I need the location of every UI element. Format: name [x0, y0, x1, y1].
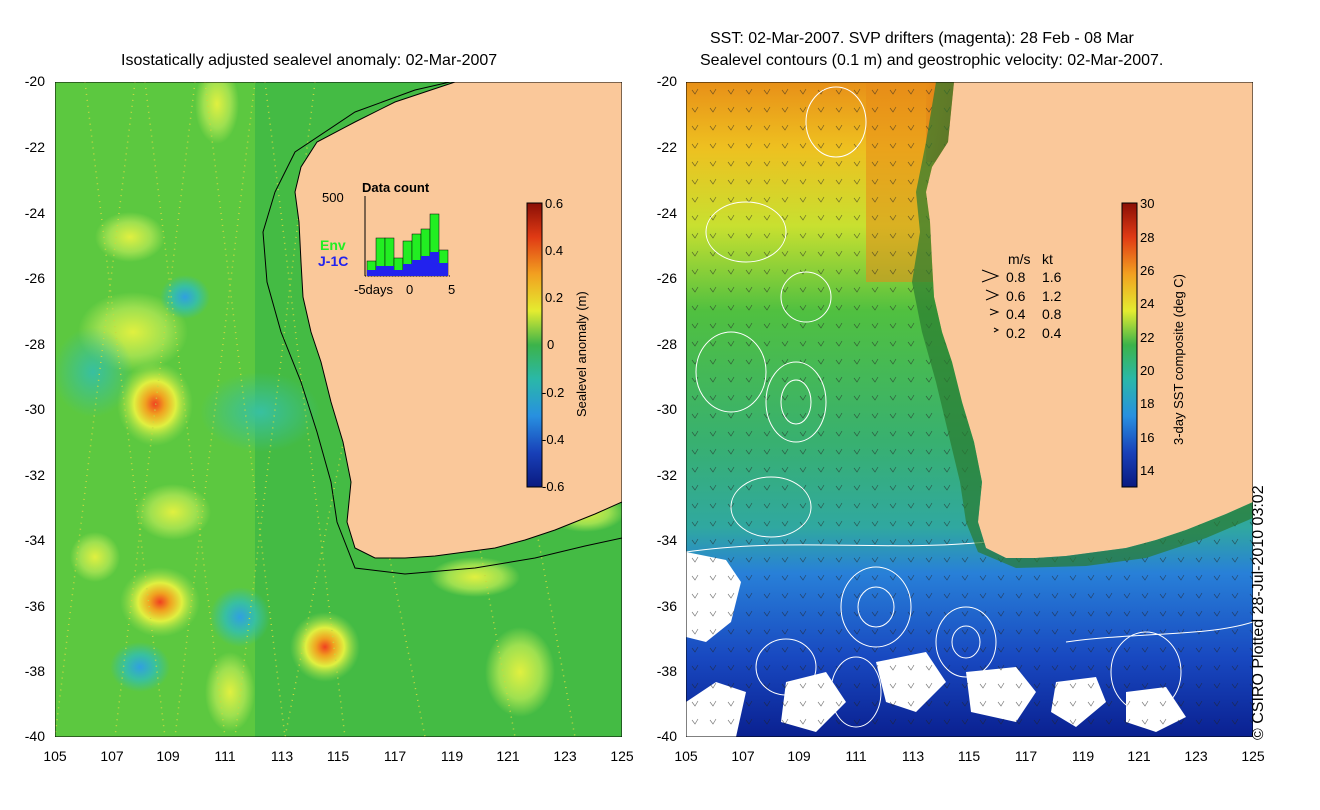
j1c-bar — [376, 266, 385, 276]
legend-kt: 0.8 — [1042, 306, 1062, 322]
lat-tick: -32 — [656, 467, 677, 483]
lon-tick: 109 — [156, 748, 180, 764]
j1c-bar — [421, 256, 430, 276]
j1c-bar — [367, 270, 376, 276]
lat-tick: -38 — [24, 663, 45, 679]
lon-tick: 121 — [496, 748, 520, 764]
sealevel-colorbar: 0.6 0.4 0.2 0 -0.2 -0.4 -0.6 Sealevel an… — [526, 196, 589, 494]
legend-kt: 0.4 — [1042, 325, 1062, 341]
j1c-bar — [412, 260, 421, 276]
sealevel-anomaly-map — [55, 82, 622, 737]
j1c-bar — [403, 264, 412, 276]
lat-tick: -30 — [24, 401, 45, 417]
inset-x-label: 0 — [406, 282, 413, 297]
legend-env: Env — [320, 237, 346, 253]
lon-tick: 115 — [326, 748, 350, 764]
legend-kt: 1.6 — [1042, 269, 1062, 285]
legend-kt: 1.2 — [1042, 288, 1062, 304]
legend-ms: 0.4 — [1006, 306, 1026, 322]
colorbar-tick: 0.4 — [545, 243, 563, 258]
sst-colorbar: 30 28 26 24 22 20 18 16 14 3-day SST com… — [1121, 196, 1186, 488]
data-count-inset: Data count 500 Env J-1C -5days 0 5 — [318, 180, 455, 297]
sst-colorbar-label: 3-day SST composite (deg C) — [1171, 274, 1186, 445]
lon-tick: 123 — [553, 748, 577, 764]
velocity-legend: m/s kt 0.8 1.6 0.6 1.2 0.4 0.8 0.2 0.4 — [981, 251, 1062, 341]
colorbar-tick: -0.4 — [542, 432, 564, 447]
lon-tick: 121 — [1127, 748, 1151, 764]
lon-tick: 105 — [674, 748, 698, 764]
lat-tick: -26 — [656, 270, 677, 286]
sst-tick: 26 — [1140, 263, 1154, 278]
lon-tick: 111 — [214, 748, 236, 764]
j1c-bar — [394, 270, 403, 276]
lon-tick: 117 — [1014, 748, 1038, 764]
lon-tick: 125 — [610, 748, 634, 764]
lon-tick: 119 — [440, 748, 464, 764]
legend-ms: 0.2 — [1006, 325, 1026, 341]
lon-tick: 105 — [43, 748, 67, 764]
lat-tick: -34 — [24, 532, 45, 548]
lat-tick: -28 — [24, 336, 45, 352]
inset-title: Data count — [362, 180, 430, 195]
lat-tick: -36 — [24, 598, 45, 614]
colorbar-tick: 0.6 — [545, 196, 563, 211]
j1c-bar — [439, 263, 448, 276]
lat-tick: -32 — [24, 467, 45, 483]
lon-tick: 109 — [787, 748, 811, 764]
inset-ymax: 500 — [322, 190, 344, 205]
sst-tick: 24 — [1140, 296, 1154, 311]
inset-x-label: 5 — [448, 282, 455, 297]
lat-tick: -30 — [656, 401, 677, 417]
j1c-bar — [385, 266, 394, 276]
sst-tick: 20 — [1140, 363, 1154, 378]
left-panel-title: Isostatically adjusted sealevel anomaly:… — [121, 52, 498, 69]
colorbar-tick: -0.6 — [542, 479, 564, 494]
lon-tick: 113 — [270, 748, 294, 764]
lon-tick: 115 — [957, 748, 981, 764]
lon-tick: 125 — [1241, 748, 1265, 764]
colorbar-tick: -0.2 — [542, 385, 564, 400]
lon-tick: 107 — [100, 748, 124, 764]
sst-tick: 14 — [1140, 463, 1154, 478]
legend-header-ms: m/s — [1008, 251, 1031, 267]
sst-tick: 16 — [1140, 430, 1154, 445]
lat-tick: -40 — [656, 728, 677, 744]
lon-tick: 123 — [1184, 748, 1208, 764]
lat-tick: -22 — [656, 139, 677, 155]
lat-tick: -34 — [656, 532, 677, 548]
legend-ms: 0.6 — [1006, 288, 1026, 304]
lon-tick: 113 — [901, 748, 925, 764]
lat-tick: -38 — [656, 663, 677, 679]
lat-tick: -24 — [656, 205, 677, 221]
j1c-bar — [430, 252, 439, 276]
colorbar-tick: 0 — [547, 337, 554, 352]
lat-tick: -40 — [24, 728, 45, 744]
lat-tick: -24 — [24, 205, 45, 221]
lat-tick: -26 — [24, 270, 45, 286]
right-panel-title-line1: SST: 02-Mar-2007. SVP drifters (magenta)… — [710, 30, 1134, 47]
sst-tick: 28 — [1140, 230, 1154, 245]
lat-tick: -28 — [656, 336, 677, 352]
lon-tick: 117 — [383, 748, 407, 764]
lon-tick: 111 — [845, 748, 867, 764]
sst-tick: 30 — [1140, 196, 1154, 211]
inset-x-label: -5days — [354, 282, 394, 297]
csiro-credit: © CSIRO Plotted 28-Jul-2010 03:02 — [1250, 485, 1267, 740]
sst-tick: 22 — [1140, 330, 1154, 345]
legend-header-kt: kt — [1042, 251, 1053, 267]
sst-map — [686, 82, 1253, 737]
legend-j1c: J-1C — [318, 253, 348, 269]
lon-tick: 107 — [731, 748, 755, 764]
sst-tick: 18 — [1140, 396, 1154, 411]
lat-tick: -20 — [24, 73, 45, 89]
lon-tick: 119 — [1071, 748, 1095, 764]
right-panel-title-line2: Sealevel contours (0.1 m) and geostrophi… — [700, 52, 1164, 69]
colorbar-tick: 0.2 — [545, 290, 563, 305]
colorbar-label: Sealevel anomaly (m) — [574, 291, 589, 417]
lat-tick: -20 — [656, 73, 677, 89]
lat-tick: -36 — [656, 598, 677, 614]
australia-land-right — [926, 82, 1253, 558]
legend-ms: 0.8 — [1006, 269, 1026, 285]
lat-tick: -22 — [24, 139, 45, 155]
